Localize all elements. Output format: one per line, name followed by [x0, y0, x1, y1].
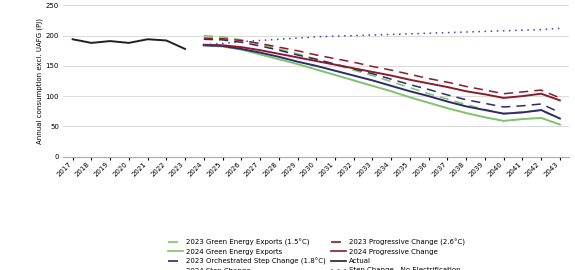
Y-axis label: Annual consumption excl. UAFG (PJ): Annual consumption excl. UAFG (PJ): [36, 18, 43, 144]
Legend: 2023 Green Energy Exports (1.5°C), 2024 Green Energy Exports, 2023 Orchestrated : 2023 Green Energy Exports (1.5°C), 2024 …: [165, 236, 467, 270]
